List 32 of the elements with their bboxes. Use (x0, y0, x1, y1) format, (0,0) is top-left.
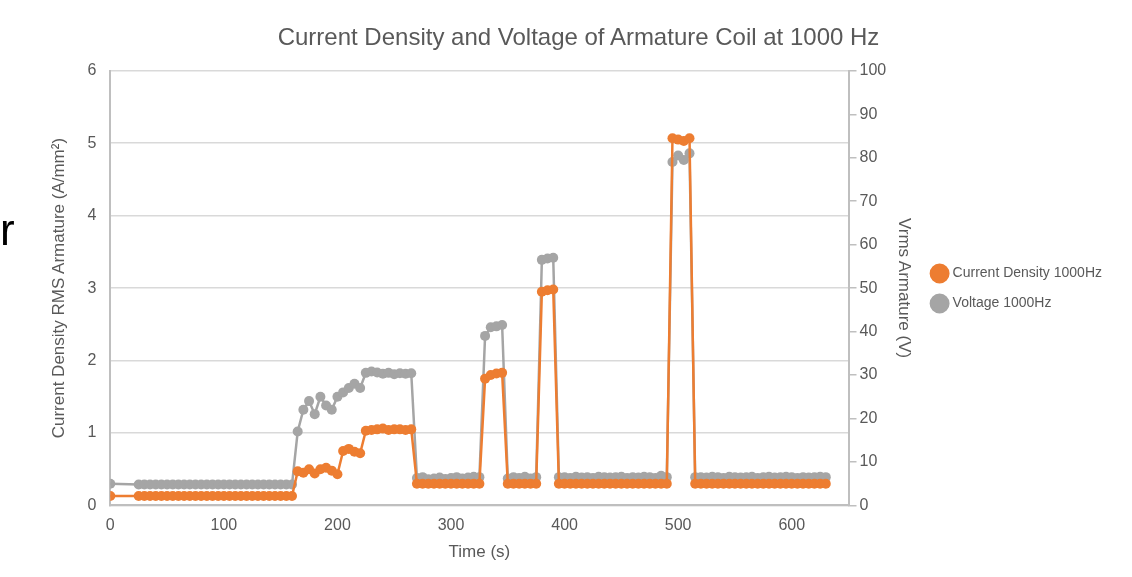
y2-tick-label: 50 (859, 278, 878, 296)
legend-label: Current Density 1000Hz (952, 264, 1103, 281)
x-tick-label: 300 (437, 516, 465, 534)
y2-tick-label: 0 (859, 495, 869, 513)
y-tick-label: 0 (87, 495, 97, 513)
x-tick-label: 400 (551, 516, 579, 534)
y2-tick-label: 30 (859, 365, 878, 383)
y-tick-label: 6 (87, 61, 97, 79)
chart-title: Current Density and Voltage of Armature Coil at 1000 Hz (277, 23, 880, 51)
y-tick-label: 1 (87, 423, 97, 441)
legend-label: Voltage 1000Hz (952, 294, 1052, 311)
text: r (0, 205, 15, 254)
y2-tick-label: 90 (859, 104, 878, 122)
x-tick-label: 200 (324, 516, 351, 534)
y2-tick-label: 100 (859, 61, 887, 79)
y2-axis-title: Vrms Armature (V) (894, 218, 914, 359)
x-axis-title: Time (s) (448, 542, 511, 562)
x-tick-label: 500 (664, 516, 692, 534)
y-tick-label: 3 (87, 278, 97, 296)
y-tick-label: 4 (87, 206, 97, 224)
y-axis-title: Current Density RMS Armature (A/mm²) (48, 137, 68, 439)
x-tick-label: 100 (210, 516, 238, 534)
y-tick-label: 5 (87, 133, 97, 151)
y2-tick-label: 60 (859, 235, 878, 253)
y2-tick-label: 20 (859, 408, 878, 426)
y2-tick-label: 10 (859, 452, 878, 470)
y2-tick-label: 40 (859, 321, 878, 339)
y2-tick-label: 80 (859, 148, 878, 166)
y2-tick-label: 70 (859, 191, 878, 209)
y-tick-label: 2 (87, 350, 97, 368)
x-tick-label: 0 (105, 516, 115, 534)
x-tick-label: 600 (778, 516, 806, 534)
